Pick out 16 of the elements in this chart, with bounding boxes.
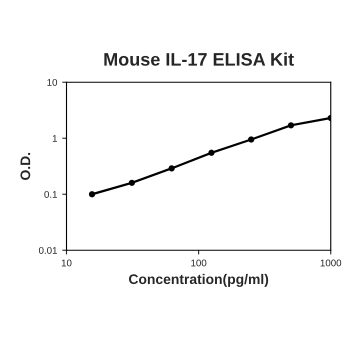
y-tick-label: 0.01 [38, 246, 57, 254]
chart-title: Mouse IL-17 ELISA Kit [104, 52, 294, 66]
y-tick-label: 10 [47, 78, 58, 86]
point [248, 136, 254, 143]
x-tick-label: 1000 [320, 260, 342, 266]
x-tick-label: 100 [191, 260, 206, 266]
y-axis-title: O.D. [20, 152, 30, 180]
point [288, 122, 294, 128]
point [88, 191, 96, 198]
point [208, 150, 215, 156]
y-tick-label: 1 [52, 135, 57, 142]
x-axis-title: Concentration(pg/ml) [128, 274, 268, 287]
point [168, 165, 175, 172]
point [128, 180, 136, 186]
y-tick-label: 0.1 [44, 190, 57, 198]
x-tick-label: 10 [62, 260, 72, 266]
